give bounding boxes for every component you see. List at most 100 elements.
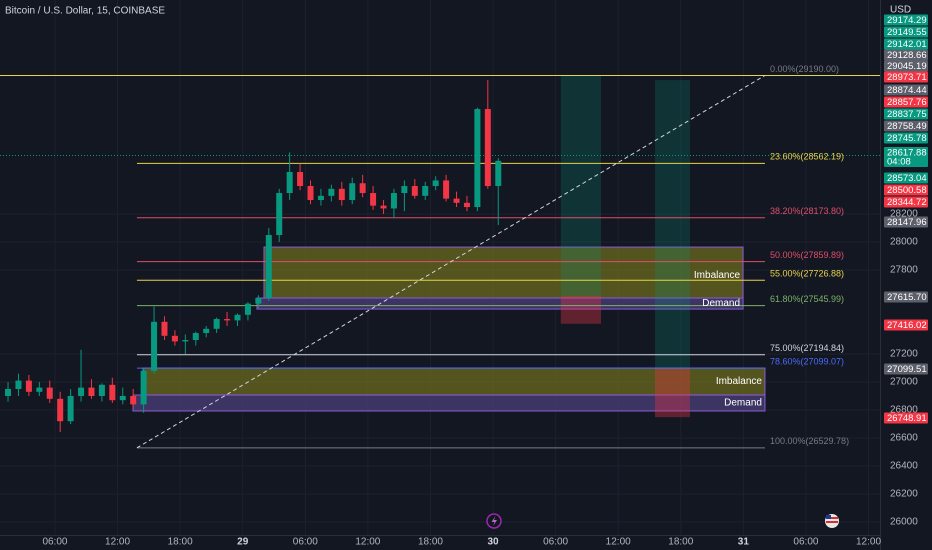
candle-body [265,235,272,299]
candle-body [276,193,283,236]
candle-body [286,172,293,194]
fib-trend-line [136,75,766,449]
symbol-title: Bitcoin / U.S. Dollar, 15, COINBASE [5,6,165,17]
price-tag-label: 27615.70 [887,292,927,303]
price-tag-label: 28874.44 [887,85,927,96]
events-icon[interactable] [486,513,502,529]
price-tag [884,38,928,50]
y-tick-label: 27200 [890,349,918,360]
x-tick-label: 29 [237,537,249,548]
candle-body [443,180,450,199]
candle-body [57,398,64,422]
price-tag-label: 29174.29 [887,15,927,26]
x-tick-label: 18:00 [668,537,693,548]
candle-body [171,335,178,342]
candle-body [78,387,85,397]
price-tag-label: 27099.51 [887,364,927,375]
zone-label: Demand [724,398,762,409]
stop-zone [560,295,601,324]
labels: Imbalance Demand Imbalance Demand 0.00%(2919… [694,64,849,446]
candle-body [182,340,189,342]
price-tag-label: 28745.78 [887,133,927,144]
price-tag-label: 28573.04 [887,173,927,184]
y-tick-label: 28200 [890,209,918,220]
x-tick-label: 12:00 [105,537,130,548]
fib-label: 78.60%(27099.07) [770,357,844,367]
target-zone [560,75,601,296]
axes: 26000 26200 26400 26600 26800 27000 27200 27800… [42,14,928,548]
price-tag [884,132,928,144]
price-tag-label: 28837.75 [887,109,927,120]
candle-body [349,183,356,201]
candle-body [88,387,95,397]
candle-body [36,387,43,392]
candle-body [297,172,304,187]
price-tag-label: 28500.58 [887,185,927,196]
candle-body [25,380,32,392]
flag-icon[interactable] [825,514,839,528]
candle-body [432,180,439,187]
zone-label: Demand [702,298,740,309]
candle-body [213,319,220,329]
price-tag [884,172,928,184]
price-tag-label: 29045.19 [887,61,927,72]
x-tick-label: 12:00 [856,537,881,548]
candle-body [67,396,74,422]
x-tick-label: 30 [487,537,499,548]
stop-zone [655,368,690,418]
y-tick-label: 26400 [890,461,918,472]
candle-body [422,186,429,196]
candle-body [151,321,158,371]
candle-body [119,396,126,401]
candle-body [224,319,231,321]
candle-body [380,205,387,209]
candle-body [140,370,147,405]
y-tick-label: 26600 [890,433,918,444]
price-tag [884,196,928,208]
y-tick-label: 26800 [890,405,918,416]
candle-body [234,314,241,321]
candle-body [370,193,377,206]
x-tick-label: 18:00 [168,537,193,548]
price-tag-label: 28973.71 [887,72,927,83]
candle-body [109,384,116,401]
fib-label: 38.20%(28173.80) [770,206,844,216]
candles [5,80,502,432]
x-tick-label: 06:00 [793,537,818,548]
candle-body [46,387,53,399]
price-tag [884,84,928,96]
price-tag [884,14,928,26]
price-tag [884,147,928,167]
y-tick-label: 27000 [890,377,918,388]
price-tag-label: 28758.49 [887,121,927,132]
candle-body [244,303,251,315]
price-tag-label: 29142.01 [887,39,927,50]
y-tick-label: 26000 [890,517,918,528]
price-tag [884,49,928,61]
zone-label: Imbalance [716,376,763,387]
x-tick-label: 06:00 [42,537,67,548]
candle-body [255,298,262,304]
candle-body [484,109,491,187]
candle-body [474,109,481,208]
price-tag [884,291,928,303]
x-tick-label: 12:00 [355,537,380,548]
y-tick-label: 27800 [890,265,918,276]
price-tag-label: 28344.72 [887,197,927,208]
price-tag [884,60,928,72]
fib-label: 23.60%(28562.19) [770,152,844,162]
fib-label: 75.00%(27194.84) [770,343,844,353]
candle-body [307,186,314,201]
price-tag [884,184,928,196]
candle-body [192,333,199,341]
price-tag [884,120,928,132]
drawings [0,74,880,449]
zone-label: Imbalance [694,270,741,281]
fib-label: 61.80%(27545.99) [770,294,844,304]
price-tag [884,108,928,120]
fib-label: 0.00%(29190.00) [770,64,839,74]
candle-body [338,188,345,201]
fib-label: 100.00%(26529.78) [770,436,849,446]
price-tag-label: 29149.55 [887,27,927,38]
